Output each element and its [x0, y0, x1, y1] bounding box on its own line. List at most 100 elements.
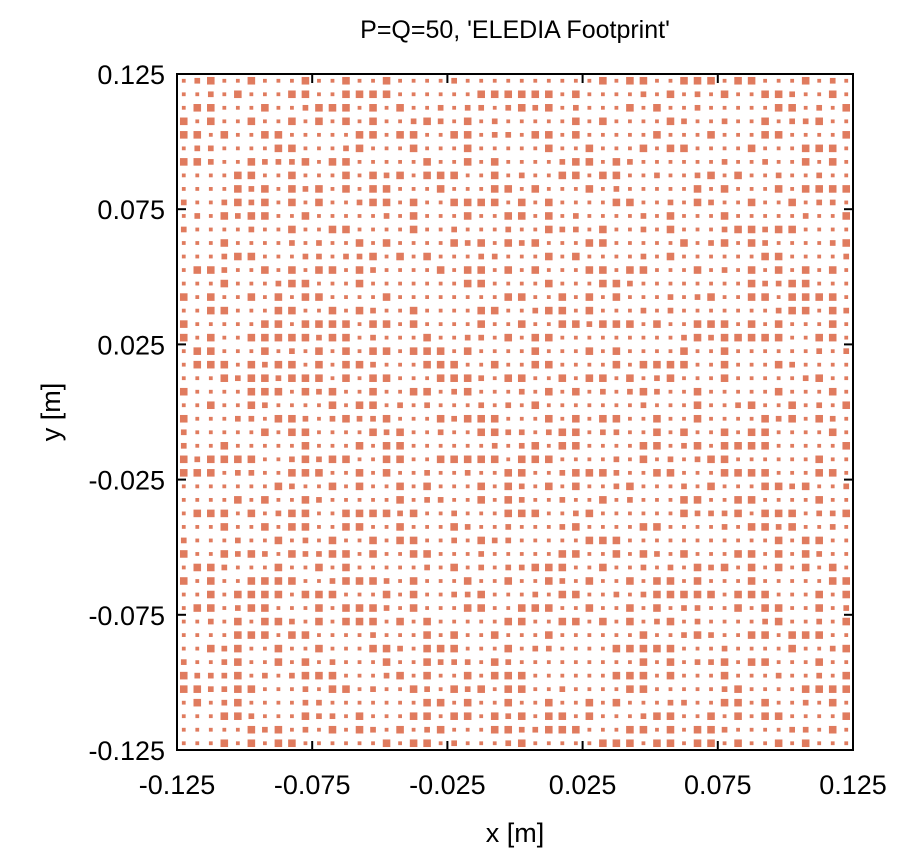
element-marker: [330, 132, 335, 137]
y-axis-title: y [m]: [36, 383, 66, 442]
element-marker: [776, 646, 781, 651]
element-marker: [425, 457, 430, 462]
element-marker: [626, 644, 634, 653]
element-marker: [222, 606, 227, 610]
element-marker: [573, 606, 578, 610]
element-marker: [668, 105, 673, 110]
element-marker: [790, 687, 795, 692]
element-marker: [463, 198, 472, 207]
element-marker: [384, 497, 389, 502]
element-marker: [533, 173, 538, 178]
element-marker: [749, 484, 754, 489]
element-marker: [396, 104, 404, 112]
element-marker: [585, 536, 594, 545]
element-marker: [817, 132, 822, 137]
element-marker: [600, 362, 605, 367]
element-marker: [195, 741, 200, 746]
element-marker: [736, 349, 740, 354]
element-marker: [301, 387, 310, 396]
element-marker: [682, 741, 686, 746]
element-marker: [801, 76, 810, 85]
element-marker: [626, 320, 634, 328]
element-marker: [682, 295, 686, 299]
element-marker: [842, 712, 851, 720]
element-marker: [560, 281, 565, 286]
element-marker: [790, 159, 795, 164]
element-marker: [276, 633, 281, 637]
element-marker: [235, 741, 240, 746]
element-marker: [371, 146, 375, 151]
element-marker: [518, 429, 525, 436]
element-marker: [709, 700, 713, 705]
element-marker: [451, 77, 457, 84]
element-marker: [790, 146, 795, 151]
element-marker: [761, 509, 769, 518]
element-marker: [572, 320, 580, 328]
element-marker: [261, 347, 269, 355]
element-marker: [693, 577, 702, 585]
element-marker: [817, 389, 822, 394]
element-marker: [465, 511, 470, 516]
element-marker: [438, 322, 443, 327]
element-marker: [301, 212, 310, 220]
element-marker: [195, 646, 200, 651]
element-marker: [736, 565, 740, 570]
element-marker: [234, 198, 242, 207]
element-marker: [666, 374, 675, 382]
element-marker: [411, 295, 416, 299]
element-marker: [195, 592, 200, 597]
element-marker: [533, 78, 538, 83]
element-marker: [709, 389, 713, 394]
element-marker: [830, 484, 835, 489]
element-marker: [342, 414, 350, 423]
element-marker: [693, 414, 702, 423]
element-marker: [357, 389, 362, 394]
element-marker: [803, 579, 808, 583]
element-marker: [450, 171, 458, 180]
element-marker: [409, 212, 418, 220]
element-marker: [436, 266, 445, 274]
element-marker: [504, 212, 513, 220]
element-marker: [761, 131, 769, 139]
element-marker: [179, 333, 188, 342]
element-marker: [371, 214, 375, 218]
element-marker: [411, 335, 416, 340]
y-tick-label: 0.075: [97, 195, 165, 225]
element-marker: [290, 714, 294, 719]
element-marker: [655, 349, 659, 354]
element-marker: [436, 414, 445, 423]
element-marker: [479, 146, 484, 151]
element-marker: [274, 725, 283, 734]
element-marker: [506, 119, 511, 124]
element-marker: [790, 552, 795, 556]
element-marker: [438, 146, 443, 151]
element-marker: [450, 455, 458, 464]
element-marker: [666, 225, 675, 234]
element-marker: [709, 646, 713, 651]
element-marker: [180, 659, 187, 665]
element-marker: [774, 225, 783, 234]
element-marker: [666, 725, 675, 734]
element-marker: [234, 698, 242, 707]
element-marker: [801, 293, 810, 301]
element-marker: [249, 132, 254, 137]
element-marker: [736, 281, 740, 286]
element-marker: [506, 592, 511, 597]
element-marker: [436, 374, 445, 382]
element-marker: [801, 158, 810, 166]
element-marker: [519, 227, 524, 232]
element-marker: [708, 240, 714, 246]
element-marker: [479, 443, 484, 448]
element-marker: [436, 455, 445, 464]
element-marker: [775, 280, 782, 287]
element-marker: [803, 592, 808, 597]
element-marker: [384, 254, 389, 259]
element-marker: [301, 279, 310, 288]
element-marker: [668, 403, 673, 408]
element-marker: [803, 322, 808, 327]
element-marker: [695, 254, 700, 259]
element-marker: [587, 416, 592, 421]
element-marker: [479, 633, 484, 637]
element-marker: [222, 727, 227, 732]
element-marker: [641, 132, 646, 137]
